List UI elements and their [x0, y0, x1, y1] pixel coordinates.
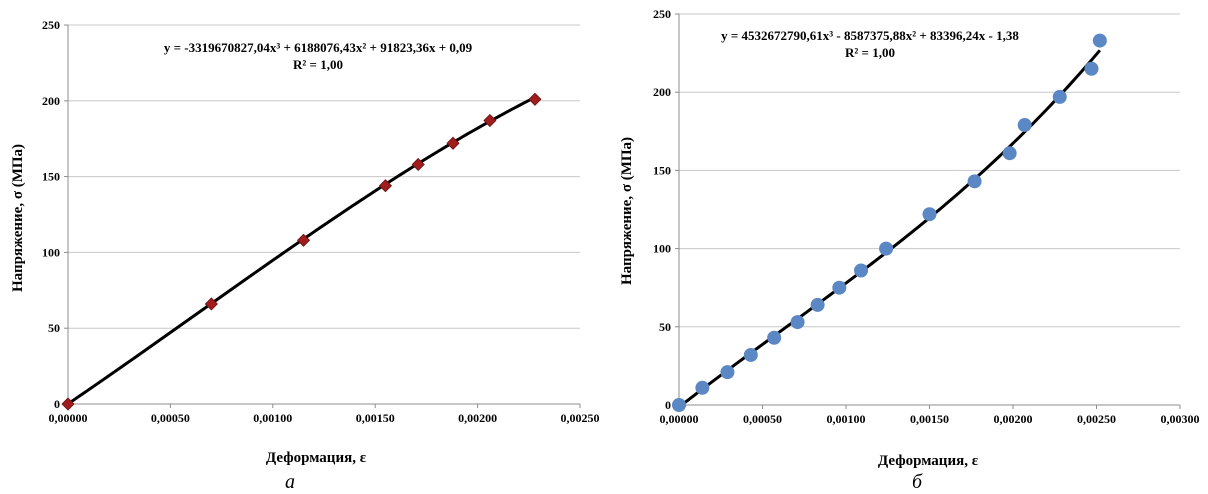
chart-b-y-tick-label: 0	[665, 398, 671, 412]
chart-a-data-point	[61, 397, 75, 411]
chart-a-r-squared: R² = 1,00	[293, 57, 343, 72]
chart-a-y-axis-title: Напряжение, σ (МПа)	[10, 144, 26, 292]
chart-a-data-point	[411, 157, 425, 172]
chart-b-gridlines	[679, 13, 1180, 328]
chart-a-y-tick-label: 0	[54, 397, 60, 411]
chart-b-x-tick-label: 0,00000	[660, 412, 699, 426]
chart-b-r-squared: R² = 1,00	[845, 45, 895, 60]
chart-b-data-point	[743, 347, 758, 362]
chart-a-data-point	[204, 297, 218, 311]
chart-a-data-point	[528, 92, 542, 106]
chart-b-data-point	[967, 174, 982, 189]
chart-a-y-tick-label: 50	[48, 321, 60, 335]
chart-b-data-point	[810, 297, 825, 312]
chart-b-data-point	[832, 280, 847, 295]
chart-b-data-point	[1002, 146, 1017, 161]
chart-b-y-axis-title: Напряжение, σ (МПа)	[619, 137, 635, 285]
chart-a-x-axis-title: Деформация, ε	[266, 450, 367, 466]
chart-b-x-tick-label: 0,00100	[827, 412, 866, 426]
chart-b-points	[672, 33, 1107, 412]
chart-b-data-point	[1052, 89, 1067, 104]
chart-b-data-point	[767, 330, 782, 345]
chart-b-x-tick-labels: 0,00000 0,00050 0,00100 0,00150 0,00200 0,002…	[660, 405, 1200, 426]
chart-a-data-point	[296, 233, 311, 247]
chart-a-gridlines	[68, 24, 580, 329]
chart-a-y-tick-label: 150	[42, 170, 60, 184]
chart-b-equation: y = 4532672790,61x³ - 8587375,88x² + 833…	[721, 28, 1019, 43]
chart-b-data-point	[1017, 118, 1032, 133]
chart-a-points	[61, 92, 542, 411]
chart-a-y-tick-labels: 0 50 100 150 200 250	[42, 18, 68, 411]
chart-b-x-tick-label: 0,00050	[743, 412, 782, 426]
chart-b-x-tick-label: 0,00250	[1077, 412, 1116, 426]
chart-b-y-tick-label: 150	[653, 163, 671, 177]
chart-b-y-tick-label: 100	[653, 242, 671, 256]
chart-b-data-point	[672, 398, 686, 412]
chart-a-panel-label: а	[285, 471, 295, 493]
chart-a-x-tick-label: 0,00200	[458, 411, 497, 425]
chart-b-y-tick-label: 200	[653, 85, 671, 99]
chart-a-x-tick-label: 0,00100	[253, 411, 292, 425]
chart-b-data-point	[695, 380, 710, 395]
chart-b-x-tick-label: 0,00300	[1161, 412, 1200, 426]
chart-b-trendline	[678, 49, 1101, 409]
chart-b-data-point	[854, 263, 869, 278]
chart-b-data-point	[922, 207, 937, 222]
chart-a-data-point	[483, 113, 497, 128]
chart-b-y-tick-labels: 0 50 100 150 200 250	[653, 7, 679, 412]
chart-a-x-tick-label: 0,00150	[356, 411, 395, 425]
chart-b-data-point	[879, 241, 894, 256]
chart-b-y-tick-label: 250	[653, 7, 671, 21]
chart-b-x-tick-label: 0,00200	[994, 412, 1033, 426]
chart-b-panel-label: б	[912, 471, 923, 493]
chart-a-y-tick-label: 100	[42, 245, 60, 259]
chart-a-y-tick-label: 200	[42, 94, 60, 108]
chart-b-data-point	[720, 365, 735, 380]
chart-a-data-point	[378, 179, 393, 193]
chart-a-x-tick-labels: 0,00000 0,00050 0,00100 0,00150 0,00200 0,002…	[49, 404, 600, 425]
chart-a-y-tick-label: 250	[42, 18, 60, 32]
chart-a-x-tick-label: 0,00250	[561, 411, 600, 425]
chart-a-x-tick-label: 0,00000	[49, 411, 88, 425]
chart-a-trendline	[67, 96, 536, 406]
chart-b-x-tick-label: 0,00150	[910, 412, 949, 426]
chart-b-data-point	[1092, 33, 1107, 48]
chart-b-data-point	[790, 315, 805, 330]
chart-b-data-point	[1084, 61, 1099, 76]
chart-a-x-tick-label: 0,00050	[151, 411, 190, 425]
chart-b-y-tick-label: 50	[659, 320, 671, 334]
chart-b-x-axis-title: Деформация, ε	[878, 453, 979, 469]
chart-a-data-point	[446, 136, 460, 150]
chart-a-equation: y = -3319670827,04x³ + 6188076,43x² + 91…	[164, 40, 473, 55]
